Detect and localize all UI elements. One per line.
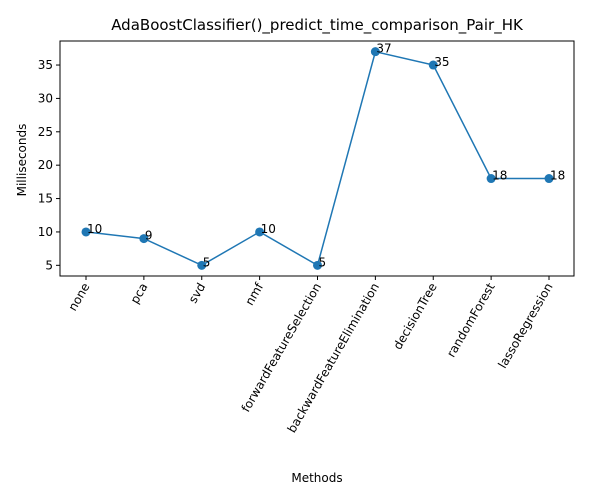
data-label: 10 (261, 222, 276, 236)
y-tick-label: 15 (38, 192, 53, 206)
y-tick-label: 20 (38, 158, 53, 172)
data-label: 18 (492, 169, 507, 183)
data-label: 5 (319, 255, 327, 269)
y-tick-label: 30 (38, 91, 53, 105)
data-label: 5 (203, 255, 211, 269)
x-tick-label: none (66, 281, 93, 314)
series-line (85, 50, 549, 267)
data-label: 9 (145, 229, 153, 243)
y-tick-label: 25 (38, 125, 53, 139)
y-tick-label: 5 (45, 258, 53, 272)
y-tick-label: 35 (38, 58, 53, 72)
data-label: 18 (550, 169, 565, 183)
data-point (255, 227, 265, 237)
data-point (486, 174, 496, 184)
plot-frame (59, 40, 575, 277)
x-tick-label: svd (186, 281, 209, 306)
x-tick-label: decisionTree (390, 281, 439, 352)
data-point (81, 227, 91, 237)
data-point (197, 260, 207, 270)
data-point (370, 47, 380, 57)
data-point (139, 234, 149, 244)
x-tick-label: lassoRegression (495, 281, 555, 371)
x-tick-label: nmf (242, 280, 266, 308)
x-tick-label: pca (128, 281, 151, 307)
data-point (313, 260, 322, 270)
x-axis-label: Methods (291, 471, 342, 485)
data-label: 37 (376, 42, 391, 56)
y-tick-label: 10 (38, 225, 53, 239)
x-tick-label: randomForest (444, 280, 498, 359)
data-point (428, 60, 438, 70)
y-axis-label: Milliseconds (15, 124, 29, 197)
chart-title: AdaBoostClassifier()_predict_time_compar… (111, 16, 524, 35)
data-label: 35 (434, 55, 449, 69)
data-label: 10 (87, 222, 102, 236)
data-point (544, 174, 554, 184)
